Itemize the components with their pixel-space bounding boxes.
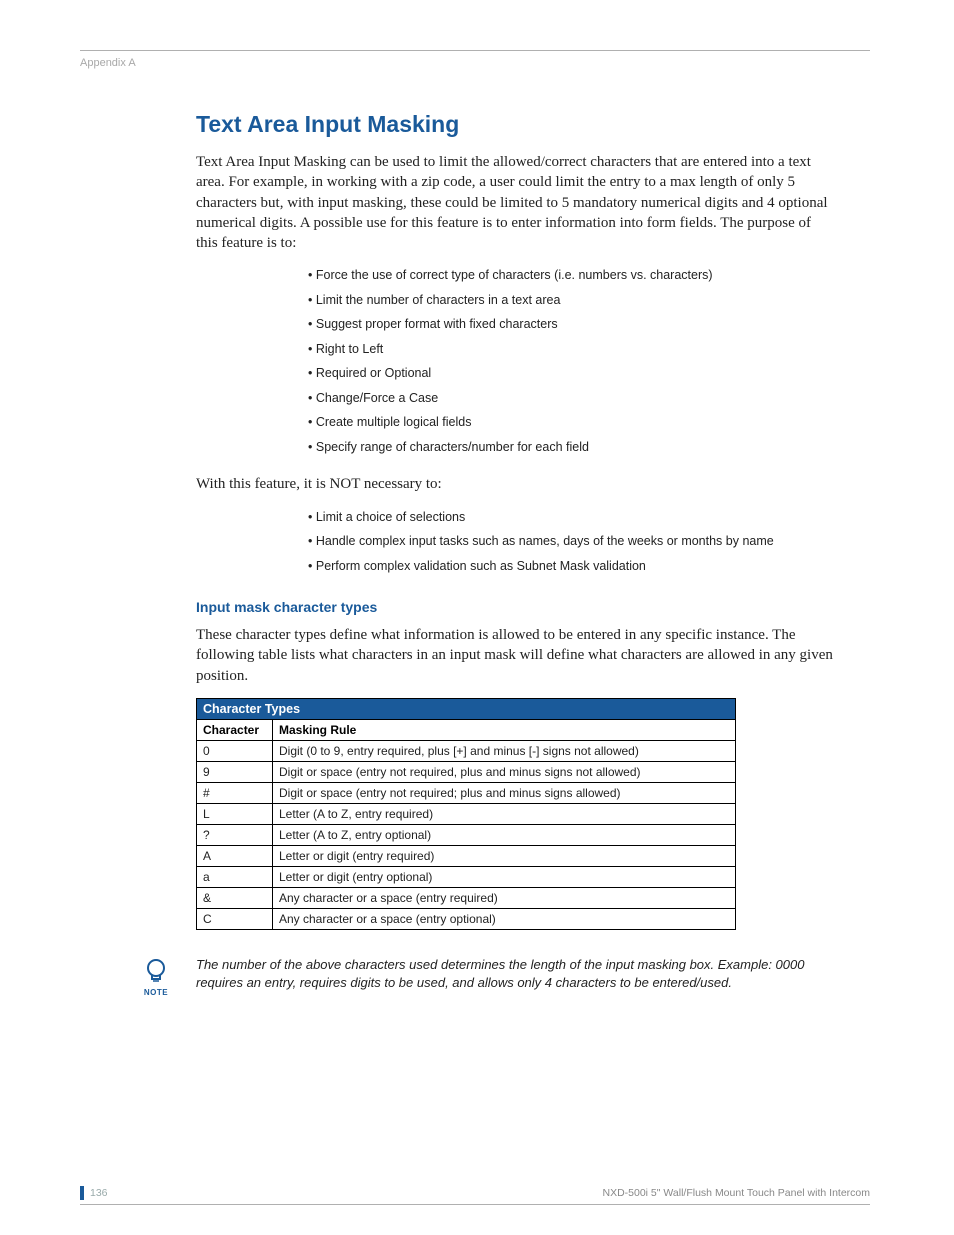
table-col-character: Character [197,719,273,740]
table-row: ?Letter (A to Z, entry optional) [197,824,736,845]
list-item: Handle complex input tasks such as names… [308,533,836,551]
table-row: CAny character or a space (entry optiona… [197,908,736,929]
note-block: NOTE The number of the above characters … [136,956,836,997]
footer-accent [80,1186,84,1200]
note-text: The number of the above characters used … [196,956,836,992]
cell-rule: Any character or a space (entry optional… [273,908,736,929]
appendix-label: Appendix A [80,57,870,69]
list-item: Perform complex validation such as Subne… [308,558,836,576]
table-row: LLetter (A to Z, entry required) [197,803,736,824]
list-item: Suggest proper format with fixed charact… [308,316,836,334]
lightbulb-icon [141,956,171,986]
list-item: Create multiple logical fields [308,414,836,432]
cell-rule: Letter (A to Z, entry required) [273,803,736,824]
not-necessary-list: Limit a choice of selections Handle compl… [308,509,836,576]
page-number: 136 [90,1187,108,1199]
note-icon: NOTE [136,956,176,997]
character-types-table: Character Types Character Masking Rule 0… [196,698,736,930]
header-rule [80,50,870,51]
cell-character: L [197,803,273,824]
cell-character: ? [197,824,273,845]
cell-character: & [197,887,273,908]
list-item: Limit the number of characters in a text… [308,292,836,310]
table-col-rule: Masking Rule [273,719,736,740]
cell-character: 0 [197,740,273,761]
cell-character: # [197,782,273,803]
cell-character: a [197,866,273,887]
note-label: NOTE [136,988,176,997]
footer-title: NXD-500i 5" Wall/Flush Mount Touch Panel… [602,1187,870,1199]
page-footer: 136 NXD-500i 5" Wall/Flush Mount Touch P… [80,1186,870,1205]
mid-paragraph: With this feature, it is NOT necessary t… [196,474,836,494]
cell-rule: Letter (A to Z, entry optional) [273,824,736,845]
cell-rule: Digit or space (entry not required, plus… [273,761,736,782]
list-item: Right to Left [308,341,836,359]
intro-paragraph: Text Area Input Masking can be used to l… [196,152,836,253]
section-title: Text Area Input Masking [196,111,836,138]
cell-rule: Letter or digit (entry required) [273,845,736,866]
cell-rule: Letter or digit (entry optional) [273,866,736,887]
list-item: Limit a choice of selections [308,509,836,527]
cell-character: 9 [197,761,273,782]
table-title: Character Types [197,698,736,719]
cell-rule: Any character or a space (entry required… [273,887,736,908]
table-row: aLetter or digit (entry optional) [197,866,736,887]
list-item: Required or Optional [308,365,836,383]
subsection-title: Input mask character types [196,599,836,615]
table-row: 9Digit or space (entry not required, plu… [197,761,736,782]
table-row: #Digit or space (entry not required; plu… [197,782,736,803]
cell-character: C [197,908,273,929]
list-item: Force the use of correct type of charact… [308,267,836,285]
cell-rule: Digit or space (entry not required; plus… [273,782,736,803]
list-item: Change/Force a Case [308,390,836,408]
footer-rule [80,1204,870,1205]
table-row: &Any character or a space (entry require… [197,887,736,908]
main-content: Text Area Input Masking Text Area Input … [196,111,836,997]
table-row: 0Digit (0 to 9, entry required, plus [+]… [197,740,736,761]
list-item: Specify range of characters/number for e… [308,439,836,457]
cell-character: A [197,845,273,866]
table-row: ALetter or digit (entry required) [197,845,736,866]
feature-list: Force the use of correct type of charact… [308,267,836,456]
cell-rule: Digit (0 to 9, entry required, plus [+] … [273,740,736,761]
subsection-intro: These character types define what inform… [196,625,836,686]
